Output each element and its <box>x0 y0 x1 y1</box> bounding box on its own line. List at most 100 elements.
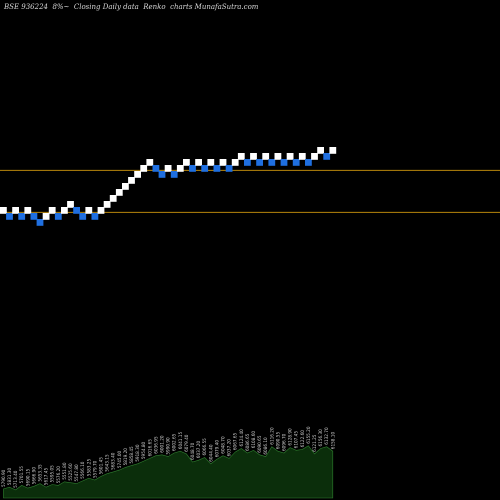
renko-brick-down <box>244 159 251 166</box>
renko-brick-down <box>158 171 166 178</box>
price-label: 6155.20 <box>306 426 311 444</box>
price-label: 5819.20 <box>123 448 128 466</box>
price-label: 5713.40 <box>13 470 18 488</box>
renko-brick-up <box>24 207 32 214</box>
price-label: 6036.95 <box>153 436 158 454</box>
price-label: 5579.70 <box>92 460 97 478</box>
renko-brick-down <box>305 159 312 166</box>
volume-fill <box>3 445 334 499</box>
renko-brick-up <box>12 207 19 214</box>
price-label: 6108.60 <box>251 431 256 449</box>
price-label: 6079.40 <box>214 440 219 458</box>
renko-brick-up <box>67 201 74 208</box>
renko-brick-up <box>115 189 123 196</box>
price-label: 5666.90 <box>31 467 36 485</box>
renko-brick-up <box>231 159 239 166</box>
renko-brick-down <box>18 213 26 220</box>
renko-brick-down <box>6 213 13 220</box>
renko-brick-down <box>323 153 331 160</box>
price-label: 6086.65 <box>245 433 250 451</box>
price-label: 6002.65 <box>172 433 177 451</box>
price-label: 6107.45 <box>294 431 299 449</box>
price-label: 5566.10 <box>80 461 85 479</box>
renko-brick-down <box>268 159 276 166</box>
renko-brick-down <box>292 159 300 166</box>
renko-brick-down <box>225 165 233 172</box>
renko-brick-down <box>54 213 62 220</box>
price-label: 5858.45 <box>129 446 134 464</box>
price-label: 6048.70 <box>190 442 195 460</box>
price-label: 6079.40 <box>184 434 189 452</box>
price-label: 6044.40 <box>208 444 213 462</box>
renko-brick-up <box>140 165 148 172</box>
price-label: 5601.45 <box>99 457 104 475</box>
renko-brick-up <box>250 153 257 160</box>
price-label: 5831.30 <box>7 468 12 486</box>
price-label: 5701.55 <box>19 466 24 484</box>
renko-brick-down <box>189 165 196 172</box>
price-label: 5643.15 <box>105 454 110 472</box>
renko-bricks <box>0 147 337 226</box>
renko-brick-up <box>128 177 135 184</box>
price-label: 5683.40 <box>111 452 116 470</box>
renko-brick-down <box>91 213 99 220</box>
price-label: 6122.60 <box>300 430 305 448</box>
price-label: 6156.30 <box>318 429 323 447</box>
renko-brick-down <box>201 165 209 172</box>
renko-brick-down <box>213 165 221 172</box>
price-label: 5653.35 <box>38 464 43 482</box>
renko-brick-up <box>262 153 270 160</box>
renko-brick-down <box>280 159 288 166</box>
renko-brick-down <box>256 159 263 166</box>
renko-brick-down <box>79 213 87 220</box>
price-label: 5954.80 <box>141 441 146 459</box>
price-label: 6128.90 <box>288 428 293 446</box>
volume-area <box>3 445 334 499</box>
price-label: 6037.20 <box>196 441 201 459</box>
price-label: 6090.65 <box>257 435 262 453</box>
renko-brick-up <box>207 159 215 166</box>
reference-lines <box>0 169 500 213</box>
price-label: 5745.00 <box>117 450 122 468</box>
price-label: 6066.55 <box>202 438 207 456</box>
price-label: 5525.60 <box>68 463 73 481</box>
price-label: 6096.70 <box>282 433 287 451</box>
chart-title: BSE 936224 8%~ Closing Daily data Renko … <box>4 3 259 11</box>
price-label: 5547.80 <box>74 464 79 482</box>
price-label: 6041.15 <box>178 432 183 450</box>
renko-brick-up <box>146 159 154 166</box>
renko-brick-up <box>183 159 190 166</box>
price-label: 6037.20 <box>227 439 232 457</box>
renko-brick-up <box>274 153 282 160</box>
price-label: 5617.45 <box>44 468 49 486</box>
price-label: 6001.20 <box>160 435 165 453</box>
renko-brick-down <box>170 171 178 178</box>
renko-brick-up <box>195 159 202 166</box>
renko-brick-up <box>219 159 227 166</box>
renko-brick-up <box>286 153 294 160</box>
price-label: 6121.25 <box>312 434 317 452</box>
renko-brick-up <box>311 153 318 160</box>
price-label: 5918.30 <box>135 444 140 462</box>
price-labels: 5790.90 5831.30 5713.40 5701.55 5690.15 5666.… <box>1 426 335 488</box>
renko-brick-up <box>103 201 111 208</box>
price-label: 5990.90 <box>166 437 171 455</box>
renko-brick-up <box>97 207 105 214</box>
price-label: 6158.10 <box>330 432 335 450</box>
price-label: 5690.15 <box>25 468 30 486</box>
price-label: 6048.70 <box>221 436 226 454</box>
renko-brick-down <box>152 165 160 172</box>
renko-brick-down <box>73 207 80 214</box>
price-label: 6067.65 <box>233 432 238 450</box>
renko-brick-down <box>36 219 44 226</box>
renko-brick-up <box>176 165 184 172</box>
price-label: 6090.55 <box>275 432 280 450</box>
renko-brick-up <box>42 213 50 220</box>
renko-brick-up <box>134 171 141 178</box>
renko-brick-up <box>298 153 306 160</box>
price-label: 6132.70 <box>324 427 329 445</box>
price-label: 5551.80 <box>62 462 67 480</box>
renko-brick-up <box>85 207 93 214</box>
renko-brick-up <box>329 147 337 154</box>
